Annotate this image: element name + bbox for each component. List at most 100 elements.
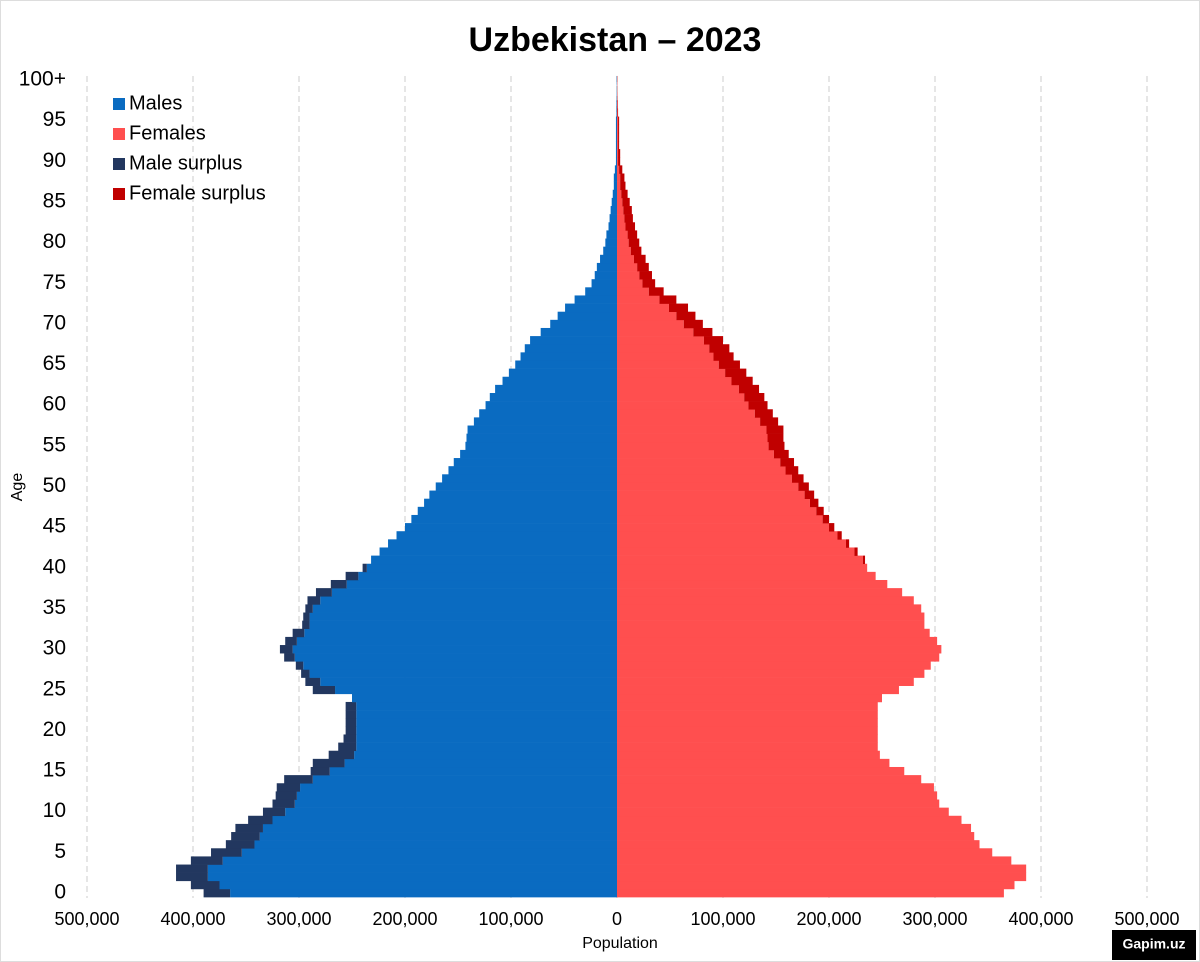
bar — [615, 149, 617, 158]
bar — [606, 230, 617, 239]
bar — [331, 588, 617, 597]
bar — [617, 417, 761, 426]
y-tick-label: 10 — [43, 799, 66, 822]
x-tick-label: 400,000 — [1008, 909, 1073, 929]
y-tick-label: 70 — [43, 311, 66, 334]
bar — [617, 653, 940, 662]
bar — [219, 880, 617, 890]
bar — [614, 165, 617, 174]
bar — [609, 214, 617, 223]
bar — [453, 458, 617, 467]
bar — [611, 197, 617, 207]
y-tick-label: 90 — [43, 149, 66, 172]
bar — [617, 401, 749, 410]
bar — [617, 766, 905, 776]
surplus-bar — [279, 645, 293, 654]
bar — [312, 775, 617, 784]
bar — [617, 173, 621, 182]
x-tick-label: 100,000 — [690, 909, 755, 929]
bar — [617, 344, 710, 353]
bar — [617, 181, 621, 191]
bar — [356, 701, 617, 711]
surplus-bar — [231, 832, 260, 841]
bar — [405, 523, 617, 532]
surplus-bar — [709, 344, 730, 353]
surplus-bar — [780, 458, 795, 467]
y-tick-label: 25 — [43, 677, 66, 700]
bar — [617, 303, 669, 313]
bar — [617, 474, 792, 483]
surplus-bar — [748, 401, 768, 410]
y-tick-label: 0 — [54, 881, 66, 904]
bar — [617, 140, 619, 150]
surplus-bar — [211, 848, 242, 857]
surplus-bar — [345, 701, 357, 711]
bar — [617, 514, 823, 524]
bar — [617, 506, 817, 516]
legend-swatch — [113, 98, 125, 110]
y-tick-label: 15 — [43, 759, 66, 782]
bar — [613, 173, 617, 182]
surplus-bar — [625, 222, 636, 231]
bar — [294, 799, 617, 808]
surplus-bar — [295, 661, 304, 670]
bar — [617, 108, 618, 117]
y-tick-label: 80 — [43, 230, 66, 253]
surplus-bar — [315, 588, 332, 597]
bar — [272, 815, 617, 825]
bar — [617, 319, 684, 329]
bar — [617, 433, 768, 443]
surplus-bar — [630, 246, 642, 256]
bar — [617, 116, 619, 126]
bar — [207, 864, 617, 873]
x-tick-label: 200,000 — [796, 909, 861, 929]
surplus-bar — [301, 669, 310, 678]
surplus-bar — [620, 173, 625, 182]
bar — [292, 645, 617, 654]
bar — [230, 888, 617, 898]
legend-swatch — [113, 128, 125, 140]
bar — [617, 775, 922, 784]
bar — [356, 718, 617, 727]
surplus-bar — [225, 840, 255, 849]
surplus-bar — [338, 742, 357, 752]
bar — [356, 710, 617, 719]
bar — [300, 783, 617, 792]
bar — [617, 287, 649, 296]
bar — [574, 295, 617, 304]
surplus-bar — [622, 197, 630, 207]
y-tick-label: 100+ — [19, 68, 66, 91]
bar — [222, 856, 617, 865]
legend-label: Females — [129, 122, 206, 144]
bar — [617, 214, 625, 223]
surplus-bar — [190, 856, 223, 865]
surplus-bar — [302, 620, 310, 630]
surplus-bar — [804, 490, 815, 499]
x-tick-label: 300,000 — [902, 909, 967, 929]
bar — [617, 628, 930, 638]
bar — [329, 766, 617, 776]
surplus-bar — [284, 775, 313, 784]
bar — [495, 384, 617, 394]
bar — [617, 856, 1012, 865]
bar — [617, 848, 993, 857]
bar — [296, 636, 617, 646]
bar — [617, 393, 745, 402]
bar — [524, 344, 617, 353]
bar — [617, 661, 931, 670]
y-tick-label: 35 — [43, 596, 66, 619]
bar — [309, 620, 617, 630]
surplus-bar — [754, 409, 773, 418]
surplus-bar — [773, 449, 789, 459]
surplus-bar — [618, 116, 620, 126]
bar — [615, 116, 617, 126]
surplus-bar — [791, 474, 804, 483]
surplus-bar — [620, 181, 626, 191]
bar — [617, 620, 925, 630]
bar — [617, 872, 1027, 882]
x-tick-label: 200,000 — [372, 909, 437, 929]
surplus-bar — [633, 254, 646, 264]
bar — [617, 490, 805, 499]
bar — [617, 279, 643, 288]
bar — [241, 848, 617, 857]
